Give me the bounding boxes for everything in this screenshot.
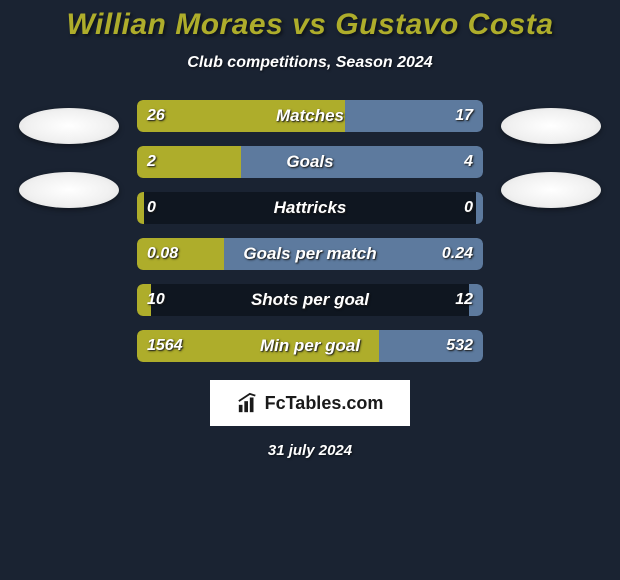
stat-row: 1564532Min per goal <box>137 330 483 362</box>
stat-label: Shots per goal <box>137 290 483 310</box>
stat-value-right: 0 <box>464 199 473 217</box>
player-right-avatar <box>501 108 601 144</box>
brand-box: FcTables.com <box>210 380 410 426</box>
bar-right <box>469 284 483 316</box>
stat-bars: 2617Matches 24Goals 0 0Hattricks 0.080.24Goa… <box>137 100 483 362</box>
bar-left <box>137 330 379 362</box>
stat-value-left: 0 <box>147 199 156 217</box>
left-avatar-column <box>19 108 119 208</box>
chart-icon <box>237 392 259 414</box>
bar-right <box>224 238 484 270</box>
stats-area: 2617Matches 24Goals 0 0Hattricks 0.080.24Goa… <box>0 100 620 362</box>
right-avatar-column <box>501 108 601 208</box>
bar-left <box>137 238 224 270</box>
stat-row: 1012Shots per goal <box>137 284 483 316</box>
bar-right <box>476 192 483 224</box>
bar-right <box>379 330 483 362</box>
page-title: Willian Moraes vs Gustavo Costa <box>0 8 620 42</box>
subtitle: Club competitions, Season 2024 <box>0 54 620 72</box>
team-right-avatar <box>501 172 601 208</box>
stat-row: 2617Matches <box>137 100 483 132</box>
bar-right <box>241 146 483 178</box>
stat-row: 24Goals <box>137 146 483 178</box>
team-left-avatar <box>19 172 119 208</box>
stat-row: 0 0Hattricks <box>137 192 483 224</box>
bar-left <box>137 146 241 178</box>
stat-label: Hattricks <box>137 198 483 218</box>
date-text: 31 july 2024 <box>0 442 620 459</box>
stat-row: 0.080.24Goals per match <box>137 238 483 270</box>
bar-left <box>137 284 151 316</box>
player-left-avatar <box>19 108 119 144</box>
comparison-infographic: Willian Moraes vs Gustavo Costa Club com… <box>0 0 620 459</box>
bar-left <box>137 192 144 224</box>
bar-left <box>137 100 345 132</box>
bar-right <box>345 100 483 132</box>
brand-text: FcTables.com <box>265 393 384 414</box>
